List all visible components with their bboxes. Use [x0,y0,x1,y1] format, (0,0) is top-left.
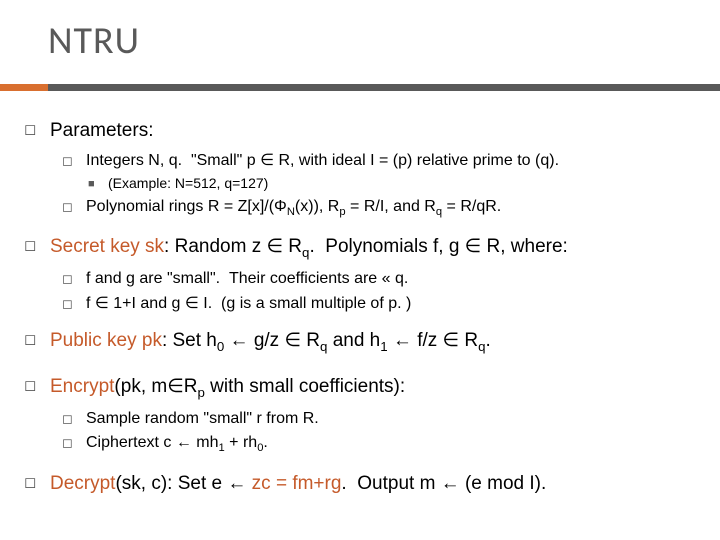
list-item-l2: ◻f ∈ 1+I and g ∈ I. (g is a small multip… [62,293,696,315]
list-item-l1: ◻Encrypt(pk, m∈Rp with small coefficient… [24,374,696,402]
accent-bar [0,84,720,91]
list-group-l3: ■(Example: N=512, q=127) [88,174,696,193]
list-item-text: Integers N, q. "Small" p ∈ R, with ideal… [86,150,696,172]
list-item-l1: ◻Secret key sk: Random z ∈ Rq. Polynomia… [24,234,696,262]
list-item-text: Parameters: [50,118,696,144]
list-item-l2: ◻Polynomial rings R = Z[x]/(ΦN(x)), Rp =… [62,196,696,220]
list-item-text: Secret key sk: Random z ∈ Rq. Polynomial… [50,234,696,262]
bullet-icon: ◻ [62,432,86,452]
bullet-icon: ■ [88,174,108,192]
list-item-l3: ■(Example: N=512, q=127) [88,174,696,193]
bullet-icon: ◻ [24,471,50,493]
list-group-l2: ◻Sample random "small" r from R.◻Ciphert… [62,408,696,457]
list-item-l2: ◻Ciphertext c ← mh1 + rh0. [62,432,696,456]
list-item-text: f ∈ 1+I and g ∈ I. (g is a small multipl… [86,293,696,315]
bullet-icon: ◻ [24,118,50,140]
list-item-text: Ciphertext c ← mh1 + rh0. [86,432,696,456]
list-item-l2: ◻Integers N, q. "Small" p ∈ R, with idea… [62,150,696,172]
bullet-icon: ◻ [24,328,50,350]
list-item-text: Sample random "small" r from R. [86,408,696,430]
bullet-icon: ◻ [24,374,50,396]
list-item-l1: ◻Public key pk: Set h0 ← g/z ∈ Rq and h1… [24,328,696,356]
slide-title: NTRU [48,18,720,64]
list-item-l2: ◻Sample random "small" r from R. [62,408,696,430]
list-group-l2: ◻Integers N, q. "Small" p ∈ R, with idea… [62,150,696,221]
list-item-l2: ◻f and g are "small". Their coefficients… [62,268,696,290]
accent-bar-gray [48,84,720,91]
list-item-text: Public key pk: Set h0 ← g/z ∈ Rq and h1 … [50,328,696,356]
list-item-l1: ◻Parameters: [24,118,696,144]
bullet-icon: ◻ [62,408,86,428]
bullet-icon: ◻ [24,234,50,256]
list-group-l2: ◻f and g are "small". Their coefficients… [62,268,696,314]
bullet-icon: ◻ [62,268,86,288]
list-item-text: Decrypt(sk, c): Set e ← zc = fm+rg. Outp… [50,471,696,497]
list-item-text: Polynomial rings R = Z[x]/(ΦN(x)), Rp = … [86,196,696,220]
slide-content: ◻Parameters:◻Integers N, q. "Small" p ∈ … [24,118,696,514]
list-item-text: (Example: N=512, q=127) [108,174,696,193]
bullet-icon: ◻ [62,293,86,313]
bullet-icon: ◻ [62,196,86,216]
list-item-text: Encrypt(pk, m∈Rp with small coefficients… [50,374,696,402]
bullet-icon: ◻ [62,150,86,170]
accent-bar-orange [0,84,48,91]
list-item-l1: ◻Decrypt(sk, c): Set e ← zc = fm+rg. Out… [24,471,696,497]
list-item-text: f and g are "small". Their coefficients … [86,268,696,290]
